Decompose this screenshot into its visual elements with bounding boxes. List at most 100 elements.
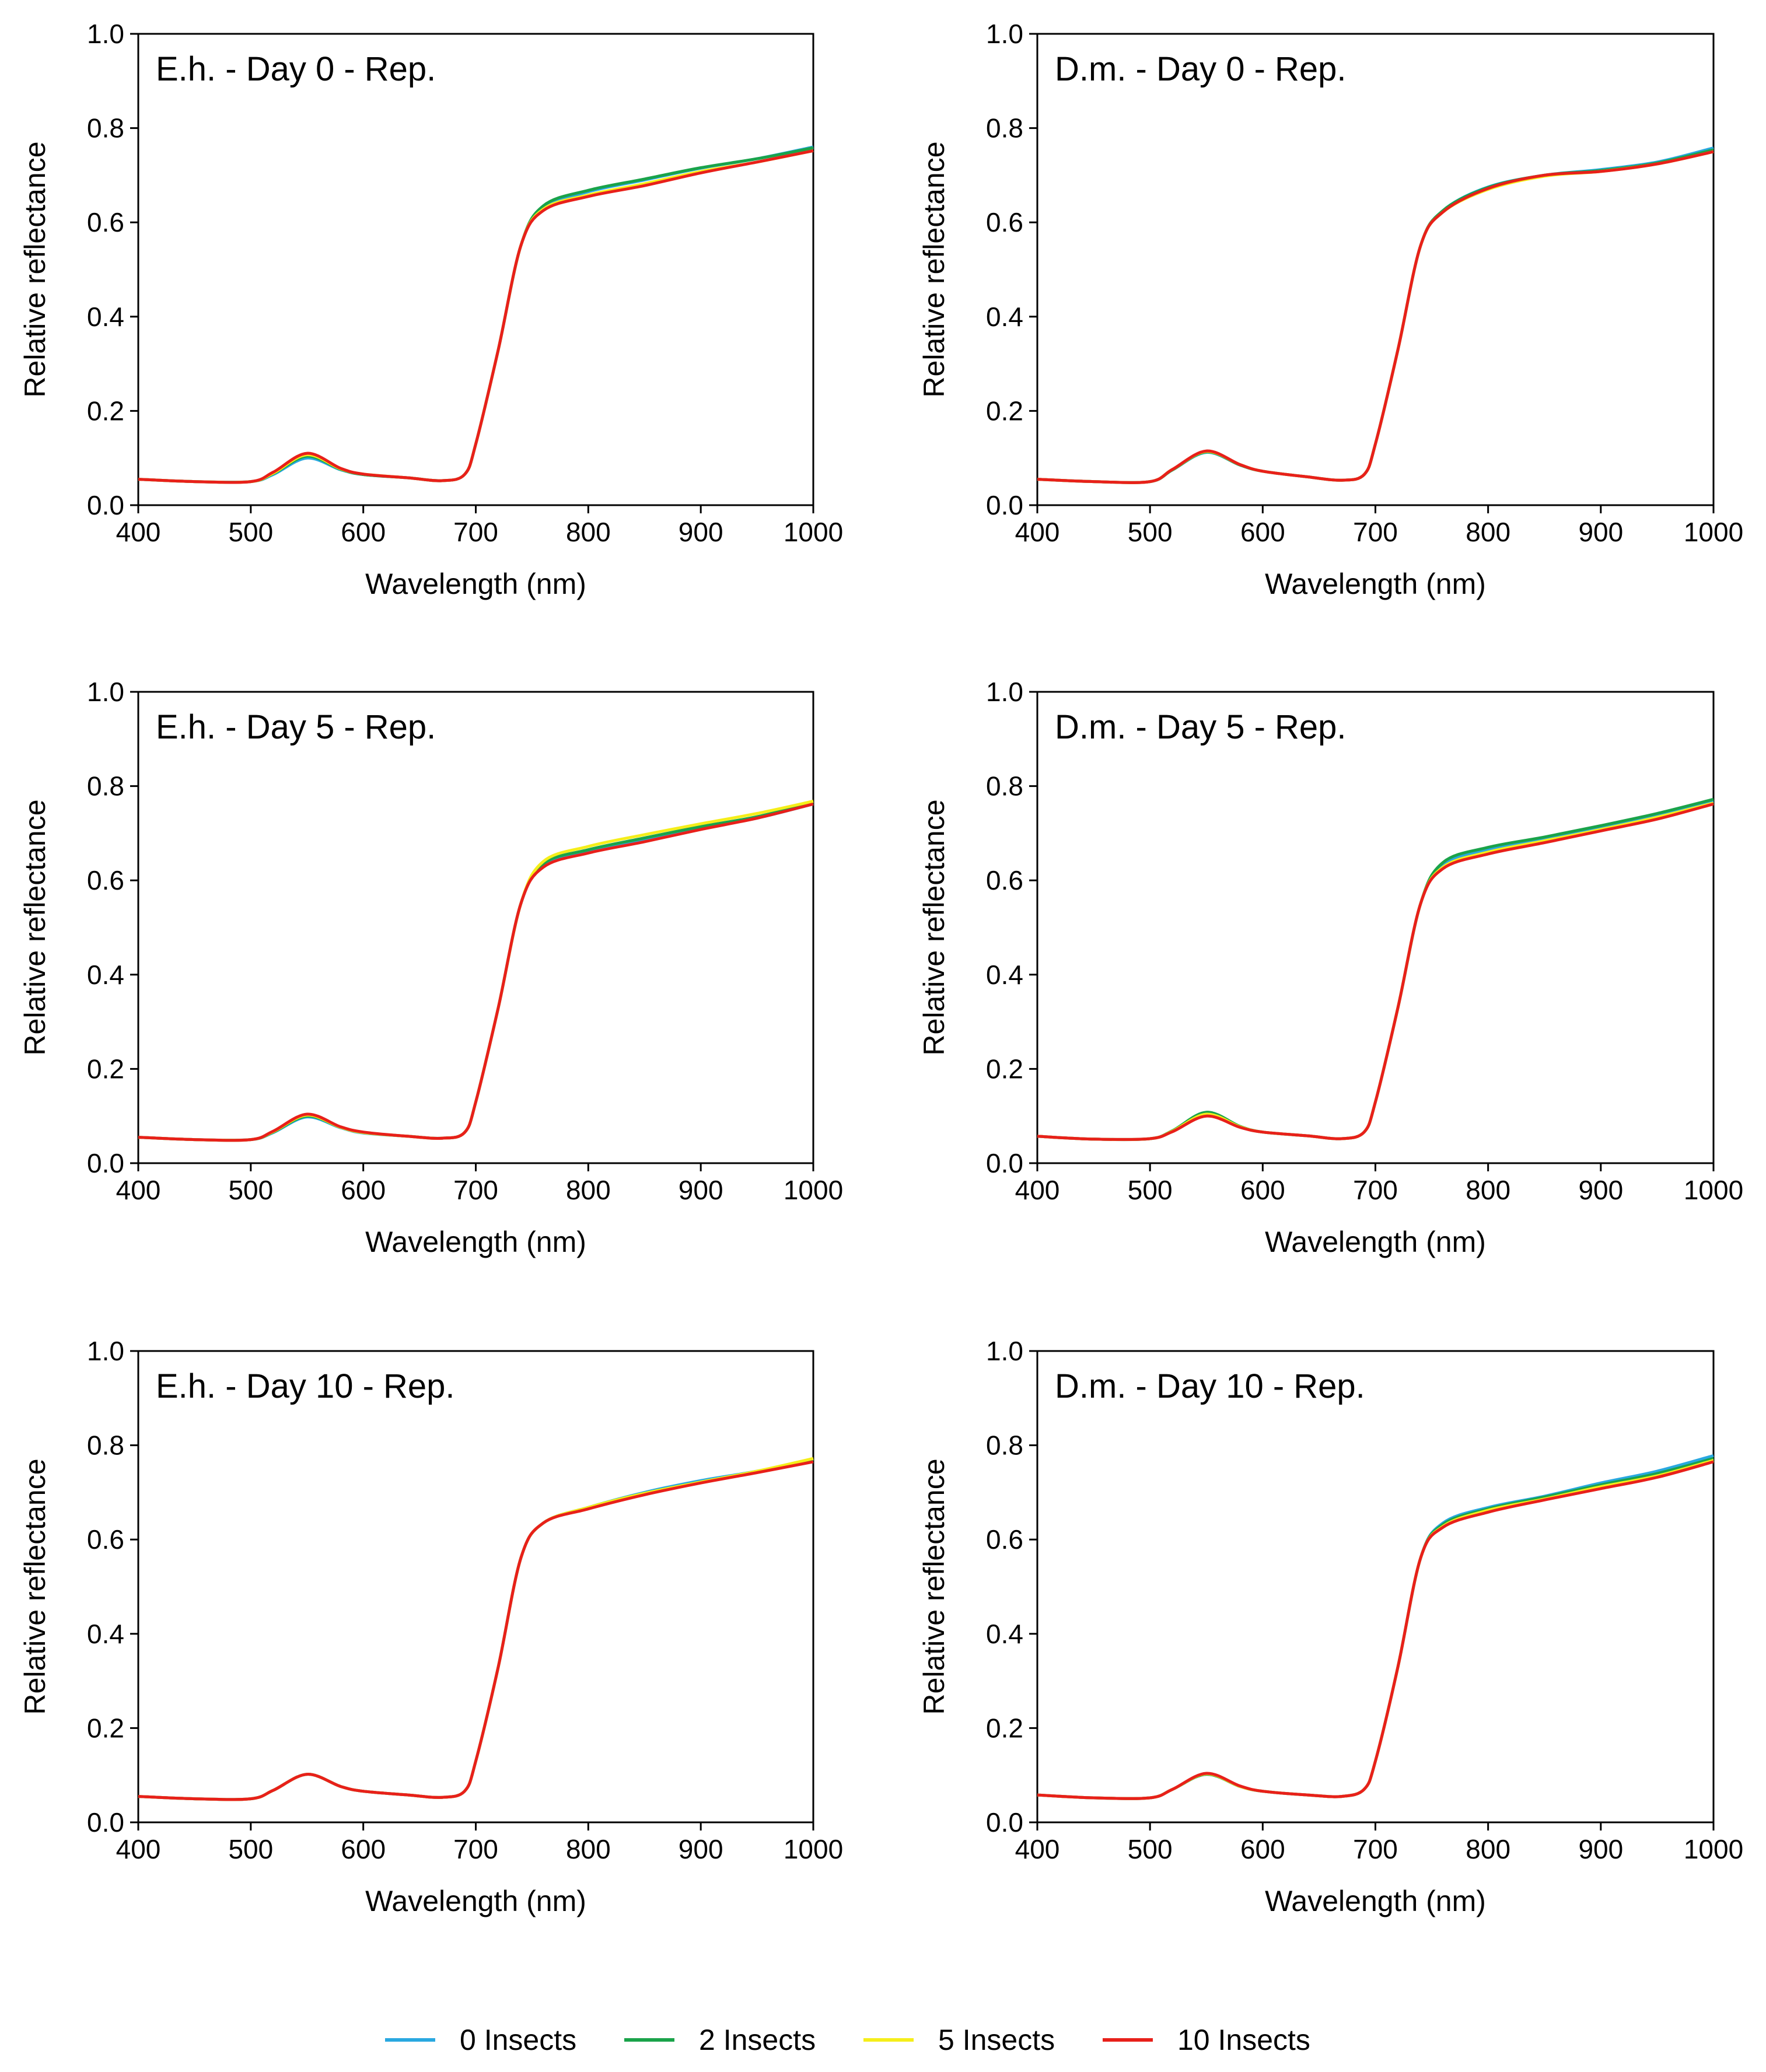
series-line-10-insects bbox=[138, 1460, 814, 1801]
chart-panel-2: 400 500 600 700 800 900 1000 0.0 0.2 0.4 0.6 0.8 1.0… bbox=[19, 677, 843, 1258]
legend-label: 5 Insects bbox=[938, 2024, 1055, 2056]
y-tick-label: 0.6 bbox=[986, 1524, 1023, 1555]
x-tick-label: 500 bbox=[228, 1834, 273, 1864]
legend-item: 5 Insects bbox=[863, 2024, 1055, 2056]
x-tick-label: 600 bbox=[1240, 517, 1285, 547]
y-tick-label: 0.6 bbox=[87, 865, 124, 895]
x-tick-label: 400 bbox=[116, 517, 161, 547]
x-tick-label: 600 bbox=[341, 1175, 386, 1205]
panel-title: D.m. - Day 10 - Rep. bbox=[1055, 1367, 1365, 1405]
legend-item: 2 Insects bbox=[624, 2024, 816, 2056]
y-tick-label: 0.6 bbox=[87, 207, 124, 237]
x-tick-label: 600 bbox=[1240, 1175, 1285, 1205]
y-tick-label: 0.6 bbox=[986, 865, 1023, 895]
x-axis-label: Wavelength (nm) bbox=[365, 568, 586, 600]
y-tick-label: 1.0 bbox=[87, 677, 124, 707]
y-tick-label: 0.2 bbox=[986, 1713, 1023, 1743]
y-tick-label: 0.2 bbox=[87, 1054, 124, 1084]
x-tick-label: 700 bbox=[453, 1175, 498, 1205]
y-tick-label: 0.2 bbox=[87, 1713, 124, 1743]
y-tick-label: 0.6 bbox=[986, 207, 1023, 237]
x-tick-label: 1000 bbox=[784, 1834, 843, 1864]
chart-panel-0: 400 500 600 700 800 900 1000 0.0 0.2 0.4 0.6 0.8 1.0… bbox=[19, 19, 843, 600]
x-tick-label: 400 bbox=[1015, 1175, 1060, 1205]
y-tick-label: 0.0 bbox=[986, 1807, 1023, 1838]
y-tick-label: 1.0 bbox=[986, 19, 1023, 49]
x-tick-label: 500 bbox=[1128, 517, 1173, 547]
x-tick-label: 600 bbox=[341, 517, 386, 547]
y-tick-label: 1.0 bbox=[87, 19, 124, 49]
x-tick-label: 400 bbox=[1015, 517, 1060, 547]
x-tick-label: 700 bbox=[453, 517, 498, 547]
x-tick-label: 900 bbox=[679, 1834, 723, 1864]
x-tick-label: 500 bbox=[228, 1175, 273, 1205]
x-tick-label: 800 bbox=[1466, 1175, 1510, 1205]
chart-panel-3: 400 500 600 700 800 900 1000 0.0 0.2 0.4 0.6 0.8 1.0… bbox=[918, 677, 1743, 1258]
y-axis-label: Relative reflectance bbox=[918, 799, 950, 1055]
panels: 400 500 600 700 800 900 1000 0.0 0.2 0.4 0.6 0.8 1.0… bbox=[19, 19, 1743, 1917]
y-tick-label: 0.4 bbox=[986, 960, 1023, 990]
panel-title: E.h. - Day 0 - Rep. bbox=[156, 50, 436, 88]
legend-item: 0 Insects bbox=[385, 2024, 576, 2056]
y-tick-label: 0.4 bbox=[87, 960, 124, 990]
y-tick-label: 0.8 bbox=[986, 1430, 1023, 1461]
y-tick-label: 0.8 bbox=[87, 1430, 124, 1461]
y-tick-label: 0.4 bbox=[87, 1619, 124, 1649]
x-tick-label: 1000 bbox=[784, 517, 843, 547]
x-tick-label: 800 bbox=[566, 517, 611, 547]
x-tick-label: 1000 bbox=[784, 1175, 843, 1205]
y-tick-label: 1.0 bbox=[87, 1336, 124, 1366]
chart-panel-5: 400 500 600 700 800 900 1000 0.0 0.2 0.4 0.6 0.8 1.0… bbox=[918, 1336, 1743, 1917]
x-tick-label: 400 bbox=[116, 1175, 161, 1205]
legend-label: 10 Insects bbox=[1177, 2024, 1310, 2056]
x-tick-label: 800 bbox=[1466, 517, 1510, 547]
y-tick-label: 0.4 bbox=[986, 302, 1023, 332]
series-line-10-insects bbox=[1037, 802, 1714, 1141]
y-tick-label: 0.8 bbox=[986, 771, 1023, 802]
y-tick-label: 0.2 bbox=[986, 1054, 1023, 1084]
y-axis-label: Relative reflectance bbox=[19, 1458, 51, 1714]
y-tick-label: 0.4 bbox=[986, 1619, 1023, 1649]
x-tick-label: 1000 bbox=[1684, 1834, 1743, 1864]
x-tick-label: 1000 bbox=[1684, 517, 1743, 547]
x-tick-label: 700 bbox=[1353, 517, 1398, 547]
y-axis-label: Relative reflectance bbox=[19, 141, 51, 397]
x-tick-label: 600 bbox=[341, 1834, 386, 1864]
x-tick-label: 800 bbox=[566, 1175, 611, 1205]
x-axis-label: Wavelength (nm) bbox=[1265, 1226, 1486, 1258]
panel-title: E.h. - Day 10 - Rep. bbox=[156, 1367, 455, 1405]
x-tick-label: 400 bbox=[116, 1834, 161, 1864]
series-line-10-insects bbox=[138, 149, 814, 484]
series-line-10-insects bbox=[1037, 1460, 1714, 1800]
legend-label: 2 Insects bbox=[699, 2024, 816, 2056]
x-tick-label: 700 bbox=[1353, 1834, 1398, 1864]
x-tick-label: 1000 bbox=[1684, 1175, 1743, 1205]
y-tick-label: 0.2 bbox=[986, 396, 1023, 426]
y-tick-label: 0.6 bbox=[87, 1524, 124, 1555]
y-axis-label: Relative reflectance bbox=[918, 1458, 950, 1714]
x-tick-label: 500 bbox=[228, 517, 273, 547]
y-axis-label: Relative reflectance bbox=[918, 141, 950, 397]
x-axis-label: Wavelength (nm) bbox=[365, 1226, 586, 1258]
x-tick-label: 800 bbox=[1466, 1834, 1510, 1864]
x-tick-label: 800 bbox=[566, 1834, 611, 1864]
y-tick-label: 0.0 bbox=[87, 1148, 124, 1178]
panel-title: E.h. - Day 5 - Rep. bbox=[156, 708, 436, 746]
y-tick-label: 0.0 bbox=[986, 490, 1023, 520]
series-line-10-insects bbox=[138, 802, 814, 1142]
chart-panel-1: 400 500 600 700 800 900 1000 0.0 0.2 0.4 0.6 0.8 1.0… bbox=[918, 19, 1743, 600]
y-tick-label: 0.0 bbox=[87, 490, 124, 520]
x-tick-label: 700 bbox=[453, 1834, 498, 1864]
chart-panel-4: 400 500 600 700 800 900 1000 0.0 0.2 0.4 0.6 0.8 1.0… bbox=[19, 1336, 843, 1917]
x-tick-label: 700 bbox=[1353, 1175, 1398, 1205]
y-axis-label: Relative reflectance bbox=[19, 799, 51, 1055]
x-tick-label: 500 bbox=[1128, 1834, 1173, 1864]
x-tick-label: 900 bbox=[1578, 517, 1623, 547]
y-tick-label: 0.8 bbox=[986, 113, 1023, 144]
panel-title: D.m. - Day 5 - Rep. bbox=[1055, 708, 1347, 746]
series-line-10-insects bbox=[1037, 150, 1714, 484]
y-tick-label: 0.0 bbox=[986, 1148, 1023, 1178]
legend: 0 Insects 2 Insects 5 Insects 10 Insects bbox=[385, 2024, 1310, 2056]
x-tick-label: 900 bbox=[1578, 1175, 1623, 1205]
